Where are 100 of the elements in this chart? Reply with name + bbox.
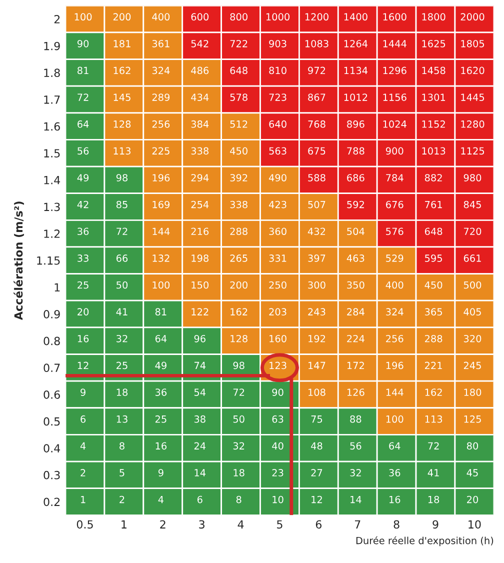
data-label: 12: [78, 362, 88, 369]
data-label: 45: [466, 469, 478, 476]
y-tick-label: 1: [54, 283, 60, 292]
data-label: 18: [428, 496, 440, 504]
data-label: 96: [194, 334, 206, 342]
data-label: 98: [233, 362, 244, 370]
data-label: 1013: [422, 147, 446, 155]
data-label: 761: [425, 200, 442, 208]
y-tick-label: 1.8: [44, 68, 60, 78]
data-label: 300: [308, 281, 326, 289]
data-label: 33: [78, 254, 88, 262]
data-label: 592: [347, 200, 364, 208]
data-label: 845: [464, 200, 481, 208]
data-label: 265: [230, 254, 248, 262]
data-label: 294: [191, 174, 209, 182]
data-label: 576: [386, 228, 404, 236]
y-tick-label: 2: [54, 15, 60, 24]
data-label: 14: [194, 469, 206, 476]
data-label: 1134: [344, 66, 368, 74]
data-label: 588: [308, 174, 326, 182]
data-label: 2: [80, 469, 86, 476]
data-label: 196: [386, 362, 404, 370]
data-label: 56: [78, 147, 89, 155]
data-label: 32: [350, 469, 361, 476]
data-label: 392: [230, 174, 248, 182]
data-label: 1125: [461, 147, 484, 155]
data-label: 162: [425, 388, 442, 396]
data-label: 397: [308, 254, 326, 262]
data-label: 686: [347, 174, 364, 182]
data-label: 542: [191, 40, 208, 48]
data-label: 507: [308, 200, 326, 208]
x-tick-label: 7: [354, 520, 360, 528]
data-label: 32: [116, 334, 128, 342]
data-label: 324: [386, 308, 404, 316]
data-label: 256: [152, 120, 170, 128]
data-label: 40: [272, 442, 284, 450]
data-label: 595: [425, 254, 442, 262]
data-label: 23: [272, 469, 284, 476]
data-label: 13: [116, 415, 128, 423]
data-label: 12: [312, 496, 322, 504]
data-label: 6: [80, 415, 86, 423]
data-label: 350: [347, 281, 364, 289]
y-tick-label: 1.6: [44, 122, 60, 131]
data-label: 74: [194, 362, 206, 369]
data-label: 324: [152, 66, 170, 74]
data-label: 162: [230, 308, 248, 316]
data-label: 867: [308, 94, 326, 101]
data-label: 640: [269, 120, 286, 128]
data-label: 180: [464, 388, 482, 396]
y-tick-label: 1.3: [44, 202, 60, 212]
data-label: 600: [191, 13, 209, 21]
data-label: 18: [234, 469, 244, 476]
data-label: 405: [464, 308, 481, 316]
data-label: 676: [386, 200, 404, 208]
data-label: 41: [116, 308, 128, 316]
data-label: 48: [311, 442, 322, 450]
data-label: 2: [120, 496, 124, 504]
data-label: 27: [311, 469, 322, 476]
data-label: 361: [152, 40, 170, 48]
data-label: 64: [78, 120, 89, 128]
data-label: 254: [191, 200, 209, 208]
y-tick-label: 0.9: [44, 310, 60, 318]
data-label: 42: [77, 200, 88, 208]
data-label: 24: [194, 442, 206, 450]
x-tick-label: 8: [394, 520, 400, 529]
data-label: 243: [308, 308, 326, 316]
data-label: 100: [386, 415, 404, 423]
data-label: 196: [152, 174, 170, 182]
data-label: 1620: [461, 66, 484, 74]
data-label: 1200: [305, 13, 328, 21]
data-label: 25: [116, 362, 128, 370]
data-label: 10: [272, 496, 284, 504]
data-label: 54: [194, 388, 206, 396]
data-label: 100: [152, 281, 170, 289]
data-label: 661: [464, 254, 481, 262]
x-tick-label: 5: [277, 520, 282, 529]
data-label: 9: [158, 469, 164, 476]
data-label: 64: [389, 442, 400, 450]
data-label: 72: [116, 228, 128, 235]
data-label: 224: [347, 334, 364, 342]
data-label: 972: [308, 66, 326, 74]
data-label: 1024: [383, 120, 406, 128]
data-label: 216: [191, 228, 209, 236]
data-label: 113: [425, 415, 442, 423]
data-label: 200: [230, 281, 248, 289]
data-label: 1264: [344, 40, 368, 48]
data-label: 800: [230, 13, 248, 21]
data-label: 360: [269, 228, 286, 236]
data-label: 72: [428, 442, 439, 450]
data-label: 2000: [460, 13, 484, 21]
data-label: 648: [230, 66, 248, 74]
data-label: 8: [120, 442, 124, 450]
data-label: 25: [78, 281, 88, 289]
y-tick-label: 1.4: [44, 176, 60, 184]
data-label: 810: [269, 66, 286, 74]
data-label: 72: [233, 388, 244, 396]
data-label: 160: [270, 334, 286, 342]
data-label: 1600: [383, 13, 406, 21]
y-tick-label: 1.7: [44, 96, 60, 104]
x-tick-label: 1: [122, 520, 126, 528]
